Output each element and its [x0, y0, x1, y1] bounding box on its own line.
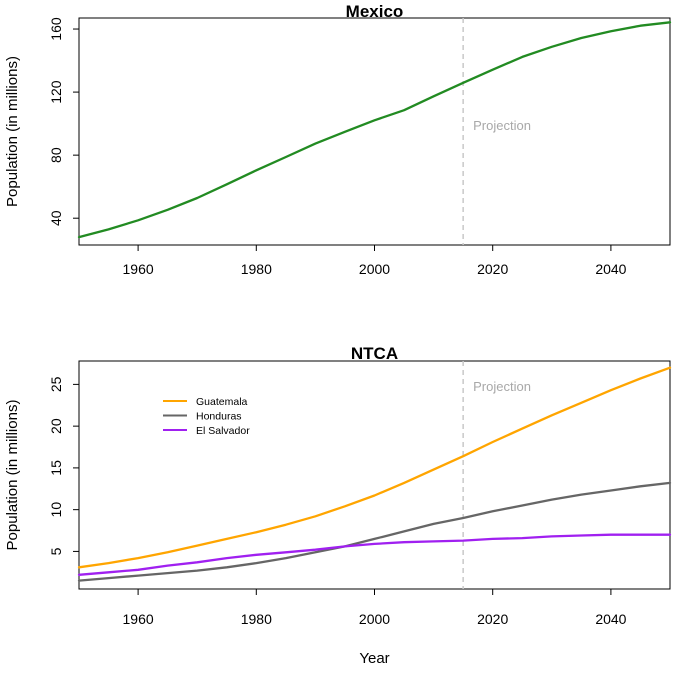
legend-label: Guatemala — [196, 396, 248, 408]
y-tick-label: 40 — [48, 210, 64, 226]
series-line-el-salvador — [77, 533, 672, 576]
legend-label: Honduras — [196, 411, 242, 423]
y-tick-label: 25 — [48, 376, 64, 392]
series-line-0 — [77, 21, 672, 239]
series-line-honduras — [77, 481, 672, 582]
y-axis-label: Population (in millions) — [4, 400, 21, 551]
x-axis-label: Year — [359, 650, 389, 667]
x-tick-label: 1980 — [241, 611, 272, 627]
projection-label: Projection — [473, 118, 531, 133]
y-tick-label: 20 — [48, 418, 64, 434]
x-tick-label: 2020 — [477, 261, 508, 277]
plot-frame — [78, 360, 671, 590]
legend-label: El Salvador — [196, 425, 250, 437]
y-axis-label: Population (in millions) — [4, 56, 21, 207]
chart-panel-ntca: NTCA 1960 1980 2000 2020 2040 5 10 15 20 25 Populat… — [4, 344, 672, 667]
y-tick-label: 120 — [48, 80, 64, 104]
y-tick-label: 10 — [48, 502, 64, 518]
chart-title: Mexico — [346, 2, 404, 21]
x-tick-label: 1960 — [123, 261, 154, 277]
chart-panel-mexico: Mexico 1960 1980 2000 2020 2040 40 80 120 160 Popu… — [4, 2, 672, 277]
x-tick-label: 1980 — [241, 261, 272, 277]
y-tick-label: 5 — [48, 547, 64, 555]
projection-label: Projection — [473, 379, 531, 394]
x-tick-label: 2040 — [595, 261, 626, 277]
series-line-guatemala — [77, 366, 672, 569]
x-tick-label: 1960 — [123, 611, 154, 627]
chart-title: NTCA — [351, 344, 398, 363]
x-tick-label: 2000 — [359, 261, 390, 277]
y-tick-label: 80 — [48, 147, 64, 163]
x-tick-label: 2000 — [359, 611, 390, 627]
x-tick-label: 2020 — [477, 611, 508, 627]
x-tick-label: 2040 — [595, 611, 626, 627]
y-tick-label: 15 — [48, 460, 64, 476]
legend: Guatemala Honduras El Salvador — [163, 396, 250, 437]
y-tick-label: 160 — [48, 17, 64, 41]
